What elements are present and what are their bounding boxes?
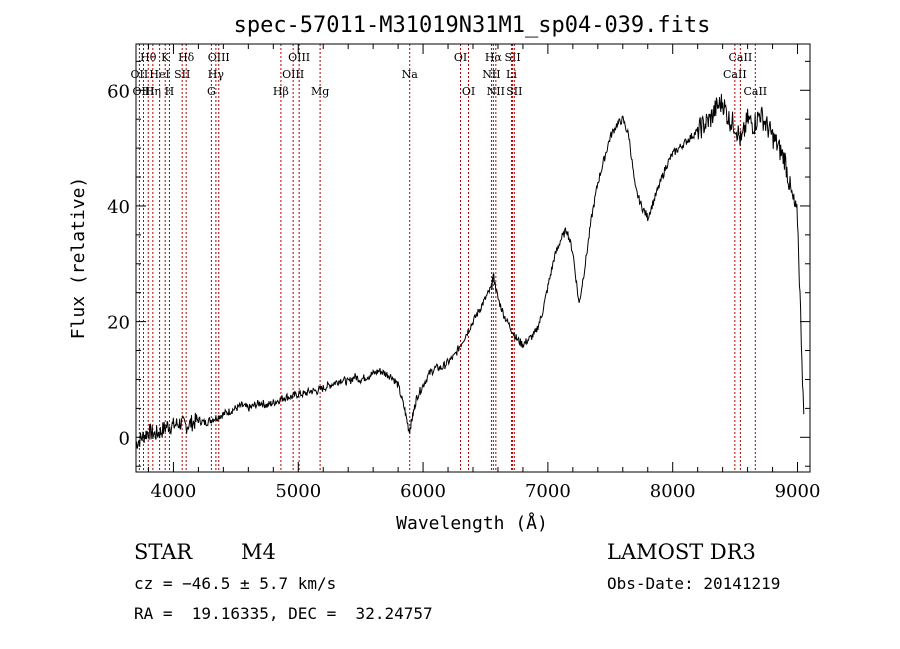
x-axis: 4000 5000 6000 7000 8000 9000 <box>147 44 821 502</box>
line-label-10: Hγ <box>208 68 225 81</box>
line-label-16: Na <box>402 68 419 81</box>
redshift-cz: cz = −46.5 ± 5.7 km/s <box>134 574 337 593</box>
line-label-19: Hα <box>485 51 503 64</box>
line-label-26: CaII <box>723 68 747 81</box>
chart-title: spec-57011-M31019N31M1_sp04-039.fits <box>234 13 711 38</box>
line-label-7: SII <box>174 68 190 81</box>
line-label-9: OIII <box>208 51 230 64</box>
x-axis-label: Wavelength (Å) <box>396 512 548 534</box>
y-tick-label-3: 60 <box>107 81 130 102</box>
x-tick-label-3: 7000 <box>525 481 571 502</box>
line-label-23: Li <box>506 68 517 81</box>
x-tick-label-4: 8000 <box>650 481 696 502</box>
line-label-27: CaII <box>743 85 767 98</box>
line-label-5: K <box>161 51 170 64</box>
line-label-24: SII <box>506 85 522 98</box>
line-label-25: CaII <box>729 51 753 64</box>
line-label-4: HeI <box>149 68 169 81</box>
line-label-13: OIII <box>288 51 310 64</box>
line-label-20: NII <box>482 68 500 81</box>
line-label-18: OI <box>462 85 475 98</box>
spectrum-line <box>135 93 805 449</box>
line-label-0: Hθ <box>140 51 157 64</box>
line-label-15: Mg <box>311 85 329 98</box>
object-class: STAR <box>134 540 193 564</box>
y-axis-label: Flux (relative) <box>68 177 89 340</box>
x-tick-label-0: 4000 <box>151 481 197 502</box>
survey-name: LAMOST DR3 <box>607 540 756 564</box>
line-label-8: Hδ <box>178 51 195 64</box>
line-label-12: Hβ <box>273 85 289 98</box>
line-label-14: OIII <box>282 68 304 81</box>
coordinates: RA = 19.16335, DEC = 32.24757 <box>134 604 433 623</box>
line-label-3: Hη <box>145 85 161 98</box>
line-label-17: OI <box>454 51 467 64</box>
line-label-22: SII <box>504 51 520 64</box>
y-tick-label-2: 40 <box>107 197 130 218</box>
x-tick-label-1: 5000 <box>275 481 321 502</box>
x-tick-label-5: 9000 <box>775 481 821 502</box>
line-label-11: G <box>207 85 216 98</box>
x-tick-label-2: 6000 <box>400 481 446 502</box>
y-tick-label-1: 20 <box>107 313 130 334</box>
spectrum-series <box>135 93 805 449</box>
line-label-2: OIII <box>132 85 154 98</box>
line-label-21: NII <box>487 85 505 98</box>
line-label-6: H <box>165 85 175 98</box>
observation-date: Obs-Date: 20141219 <box>607 574 781 593</box>
y-tick-label-0: 0 <box>119 428 130 449</box>
y-axis: 0 20 40 60 <box>107 60 810 467</box>
line-label-1: OII <box>131 68 149 81</box>
object-subclass: M4 <box>241 540 276 564</box>
